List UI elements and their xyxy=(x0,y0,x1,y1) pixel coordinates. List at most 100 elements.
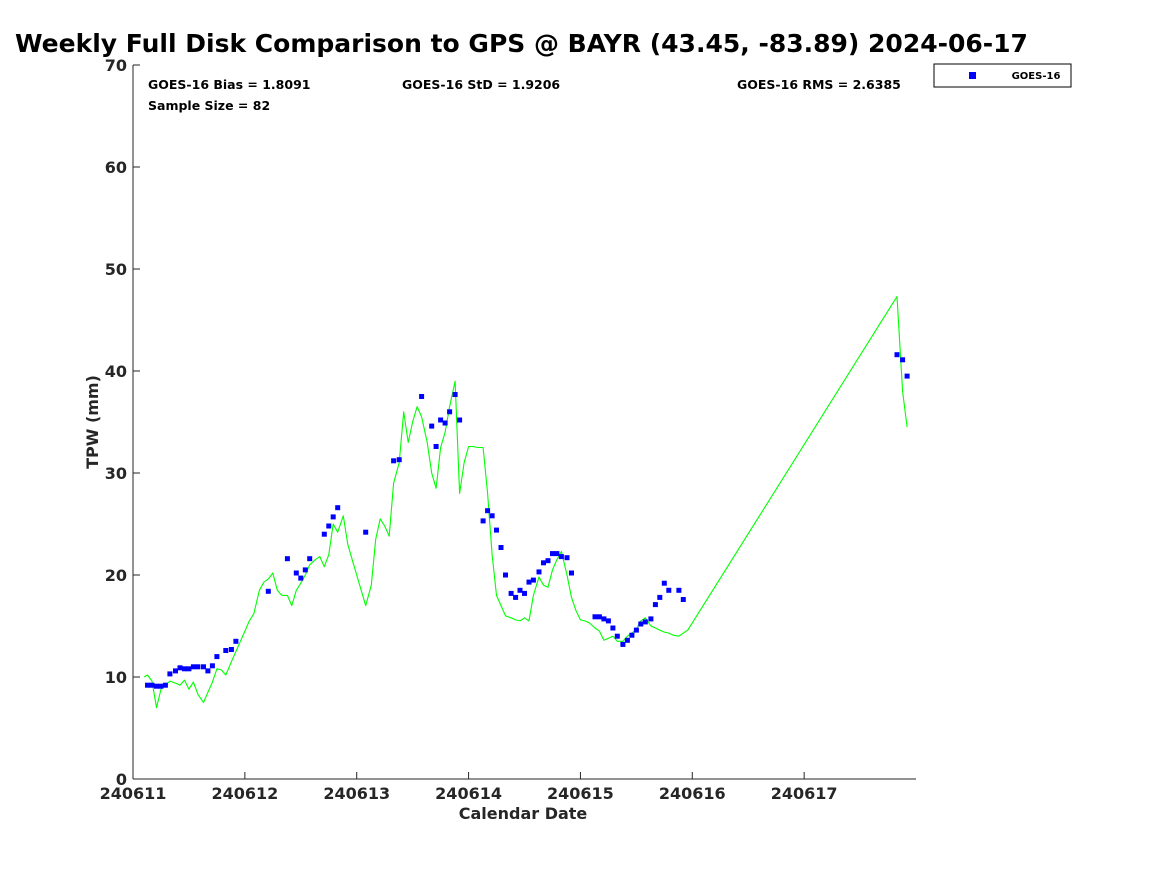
goes16-point xyxy=(513,594,519,600)
goes16-point xyxy=(680,597,686,602)
x-tick-label: 240616 xyxy=(659,784,726,803)
goes16-point xyxy=(614,633,620,639)
y-tick-label: 0 xyxy=(116,770,127,789)
goes16-point xyxy=(569,570,574,576)
goes16-point xyxy=(190,664,196,670)
goes16-point xyxy=(321,531,327,537)
goes16-point xyxy=(233,638,239,644)
goes16-point xyxy=(894,352,900,358)
goes16-point xyxy=(498,545,504,550)
goes16-point xyxy=(620,641,626,647)
goes16-point xyxy=(485,508,491,514)
goes16-point xyxy=(158,683,164,689)
goes16-point xyxy=(624,637,630,643)
x-tick-label: 240615 xyxy=(547,784,614,803)
goes16-point xyxy=(209,663,215,669)
y-axis-label: TPW (mm) xyxy=(83,375,102,469)
goes16-point xyxy=(293,570,299,576)
x-axis-label: Calendar Date xyxy=(459,804,588,823)
goes16-point xyxy=(429,423,435,429)
legend-label-goes16: GOES-16 xyxy=(1012,71,1061,82)
goes16-point xyxy=(610,625,616,631)
goes16-point xyxy=(447,409,453,415)
goes16-point xyxy=(554,551,560,557)
legend: GOES-16 xyxy=(933,63,1072,88)
goes16-point xyxy=(182,666,187,672)
plot-frame xyxy=(133,65,916,779)
goes16-point xyxy=(661,580,667,586)
goes16-point xyxy=(214,654,220,660)
goes16-point xyxy=(186,666,192,672)
goes16-point xyxy=(391,458,397,464)
y-tick-label: 70 xyxy=(105,56,127,75)
goes16-point xyxy=(205,668,211,674)
y-tick-label: 40 xyxy=(105,362,127,381)
goes16-point xyxy=(564,555,570,561)
y-tick-label: 50 xyxy=(105,260,127,279)
y-tick-label: 30 xyxy=(105,464,127,483)
goes16-point xyxy=(335,505,341,511)
goes16-point xyxy=(326,523,332,529)
goes16-point xyxy=(396,457,402,463)
goes16-point xyxy=(605,618,611,624)
goes16-point xyxy=(536,569,542,575)
goes16-point xyxy=(298,575,304,581)
goes16-point xyxy=(162,682,168,688)
goes16-point xyxy=(676,587,682,593)
goes16-point xyxy=(517,587,523,593)
goes16-point xyxy=(167,671,173,677)
stat-bias: GOES-16 Bias = 1.8091 xyxy=(148,77,310,92)
goes16-point xyxy=(480,518,486,524)
goes16-point xyxy=(457,417,463,423)
goes16-point xyxy=(452,392,458,397)
x-tick-label: 240611 xyxy=(100,784,167,803)
goes16-point xyxy=(633,627,639,633)
goes16-point xyxy=(638,621,644,627)
goes16-point xyxy=(173,668,178,674)
goes16-point xyxy=(494,527,499,533)
goes16-point xyxy=(601,616,607,622)
x-tick-label: 240613 xyxy=(323,784,390,803)
y-tick-label: 60 xyxy=(105,158,127,177)
goes16-point xyxy=(642,619,648,625)
y-axis-ticks: 0 10 20 30 40 50 60 70 xyxy=(105,56,140,789)
goes16-point xyxy=(508,590,514,596)
x-tick-label: 240617 xyxy=(771,784,838,803)
goes16-point xyxy=(419,394,425,399)
goes16-point xyxy=(558,554,564,560)
chart-title: Weekly Full Disk Comparison to GPS @ BAY… xyxy=(15,29,1028,58)
goes16-point xyxy=(201,664,206,670)
x-tick-label: 240614 xyxy=(435,784,502,803)
goes16-point xyxy=(550,551,555,557)
goes16-point xyxy=(307,556,313,562)
x-tick-label: 240612 xyxy=(211,784,278,803)
goes16-point xyxy=(442,420,448,426)
goes16-point xyxy=(154,683,159,689)
legend-marker-goes16 xyxy=(969,72,976,79)
goes16-point xyxy=(195,664,201,670)
goes16-point xyxy=(438,417,444,423)
goes16-point xyxy=(149,682,155,688)
goes16-point xyxy=(648,616,654,622)
gps-tpw-line xyxy=(143,295,908,709)
stat-std: GOES-16 StD = 1.9206 xyxy=(402,77,560,92)
y-tick-label: 10 xyxy=(105,668,127,687)
goes16-point xyxy=(629,632,635,638)
goes16-point xyxy=(526,579,532,585)
stat-sample-size: Sample Size = 82 xyxy=(148,98,270,113)
goes16-point xyxy=(657,594,663,600)
goes16-point xyxy=(223,648,229,653)
goes16-point xyxy=(330,514,336,520)
goes16-point xyxy=(596,614,602,620)
goes16-point xyxy=(145,682,150,688)
x-axis-ticks: 240611 240612 240613 240614 240615 240616 2406… xyxy=(100,772,838,803)
goes16-point xyxy=(503,572,508,578)
goes16-point xyxy=(541,560,546,566)
goes16-point xyxy=(652,602,658,608)
goes16-point xyxy=(265,588,271,594)
goes16-point xyxy=(900,357,906,363)
series-layer xyxy=(143,295,910,709)
goes16-point xyxy=(489,513,495,519)
goes16-point xyxy=(904,373,910,379)
